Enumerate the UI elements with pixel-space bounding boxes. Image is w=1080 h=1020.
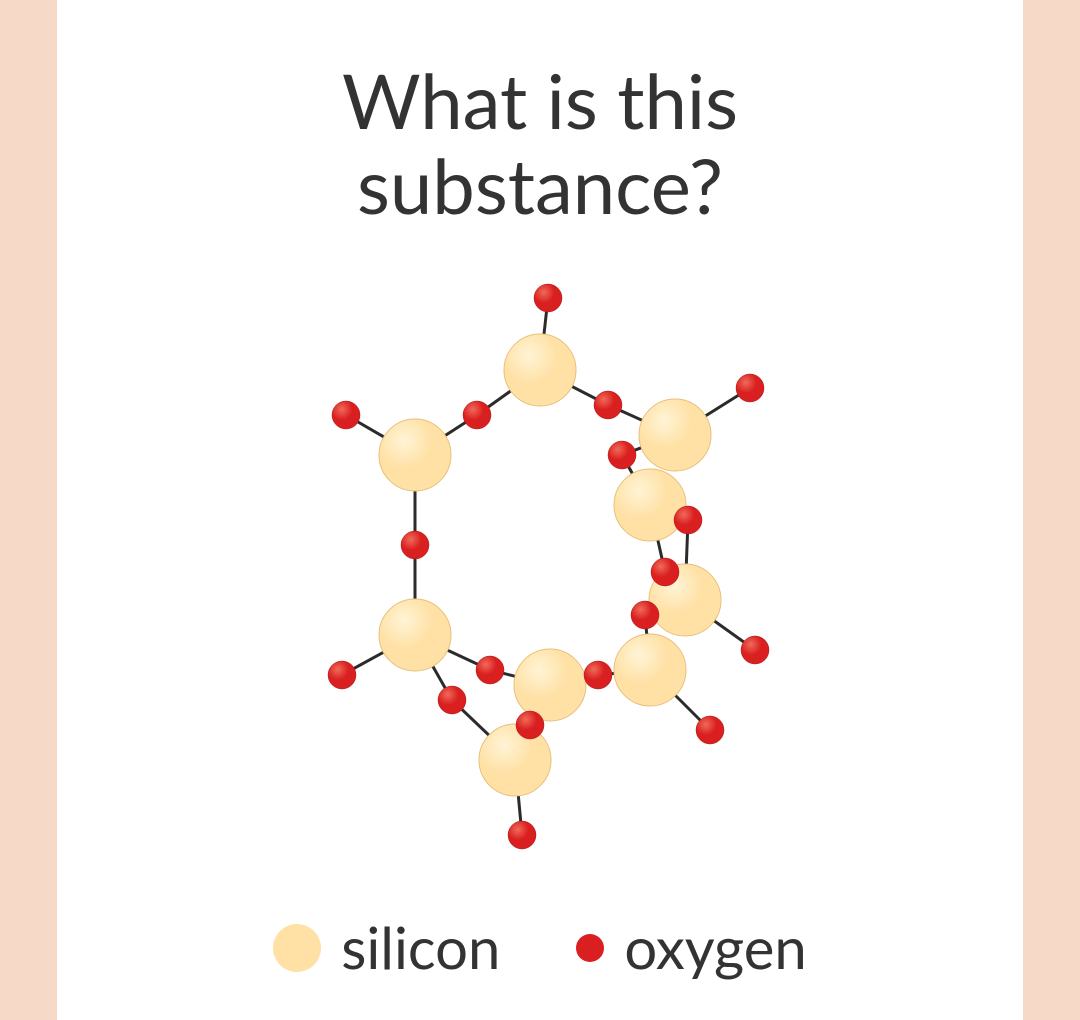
title-line-2: substance? (57, 143, 1023, 228)
oxygen-atom (651, 558, 679, 586)
silicon-atom (614, 469, 686, 541)
oxygen-atom (328, 661, 356, 689)
content-card: What is this substance? silicon oxygen (57, 0, 1023, 1020)
oxygen-atom (584, 661, 612, 689)
legend-item-oxygen: oxygen (576, 913, 806, 982)
oxygen-atom (463, 401, 491, 429)
silicon-swatch-icon (273, 924, 321, 972)
oxygen-atom (516, 711, 544, 739)
title-line-1: What is this (57, 58, 1023, 143)
oxygen-atom (438, 686, 466, 714)
silicon-atom (379, 419, 451, 491)
question-title: What is this substance? (57, 58, 1023, 228)
silicon-atom (639, 399, 711, 471)
legend-label-silicon: silicon (341, 913, 500, 982)
oxygen-atom (401, 531, 429, 559)
oxygen-atom (508, 821, 536, 849)
silicon-atom (514, 649, 586, 721)
silicon-atom (614, 634, 686, 706)
silicon-atom (504, 334, 576, 406)
oxygen-atom (674, 506, 702, 534)
legend-item-silicon: silicon (273, 913, 500, 982)
oxygen-atom (332, 401, 360, 429)
oxygen-atom (736, 374, 764, 402)
oxygen-atom (476, 656, 504, 684)
legend: silicon oxygen (57, 913, 1023, 982)
molecule-diagram (57, 280, 1023, 880)
oxygen-swatch-icon (576, 934, 604, 962)
molecule-svg (230, 280, 850, 860)
oxygen-atom (594, 391, 622, 419)
oxygen-atom (534, 284, 562, 312)
oxygen-atom (741, 636, 769, 664)
oxygen-atom (608, 441, 636, 469)
oxygen-atom (696, 716, 724, 744)
oxygen-atom (631, 601, 659, 629)
silicon-atom (379, 599, 451, 671)
legend-label-oxygen: oxygen (624, 913, 806, 982)
page-frame: What is this substance? silicon oxygen (0, 0, 1080, 1020)
